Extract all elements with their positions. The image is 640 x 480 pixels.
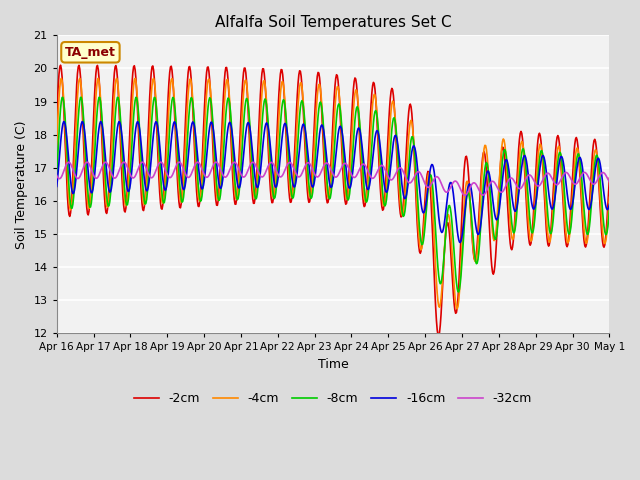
- -32cm: [53, 172, 61, 178]
- -2cm: [53, 116, 61, 122]
- -2cm: [605, 175, 613, 181]
- Title: Alfalfa Soil Temperatures Set C: Alfalfa Soil Temperatures Set C: [215, 15, 451, 30]
- -32cm: [417, 171, 425, 177]
- -32cm: [177, 160, 184, 166]
- -2cm: [120, 208, 128, 214]
- -16cm: [97, 119, 104, 124]
- -4cm: [401, 193, 409, 199]
- Line: -16cm: -16cm: [57, 121, 609, 242]
- -16cm: [417, 201, 425, 206]
- -8cm: [120, 182, 128, 188]
- -32cm: [120, 159, 127, 165]
- -2cm: [177, 205, 184, 211]
- -32cm: [605, 179, 613, 185]
- -8cm: [605, 208, 613, 214]
- -32cm: [206, 171, 214, 177]
- -2cm: [417, 248, 425, 254]
- Y-axis label: Soil Temperature (C): Soil Temperature (C): [15, 120, 28, 249]
- -16cm: [605, 201, 613, 207]
- -4cm: [605, 194, 613, 200]
- -2cm: [63, 194, 71, 200]
- Text: TA_met: TA_met: [65, 46, 116, 59]
- -8cm: [113, 95, 121, 100]
- -2cm: [435, 333, 443, 339]
- -8cm: [177, 190, 184, 196]
- -32cm: [401, 173, 409, 179]
- -8cm: [417, 239, 425, 245]
- -2cm: [206, 77, 214, 83]
- Line: -2cm: -2cm: [57, 65, 609, 336]
- -2cm: [57, 62, 65, 68]
- -16cm: [456, 240, 464, 245]
- -4cm: [453, 306, 461, 312]
- -8cm: [401, 208, 409, 214]
- -4cm: [63, 159, 70, 165]
- Line: -4cm: -4cm: [57, 78, 609, 309]
- -8cm: [206, 95, 214, 101]
- X-axis label: Time: Time: [317, 358, 348, 371]
- Legend: -2cm, -4cm, -8cm, -16cm, -32cm: -2cm, -4cm, -8cm, -16cm, -32cm: [129, 387, 537, 410]
- -4cm: [177, 198, 184, 204]
- -4cm: [120, 195, 128, 201]
- -4cm: [94, 75, 102, 81]
- -4cm: [417, 247, 425, 253]
- Line: -8cm: -8cm: [57, 97, 609, 292]
- -16cm: [177, 168, 184, 174]
- -32cm: [461, 192, 468, 198]
- -4cm: [206, 80, 214, 85]
- -32cm: [63, 161, 70, 167]
- -2cm: [401, 175, 409, 180]
- Line: -32cm: -32cm: [57, 162, 609, 195]
- -16cm: [120, 160, 128, 166]
- -4cm: [53, 142, 61, 147]
- -16cm: [401, 196, 409, 202]
- -8cm: [53, 172, 61, 178]
- -8cm: [455, 289, 463, 295]
- -16cm: [63, 133, 70, 139]
- -16cm: [53, 183, 61, 189]
- -8cm: [63, 143, 70, 148]
- -16cm: [206, 124, 214, 130]
- -32cm: [175, 159, 183, 165]
